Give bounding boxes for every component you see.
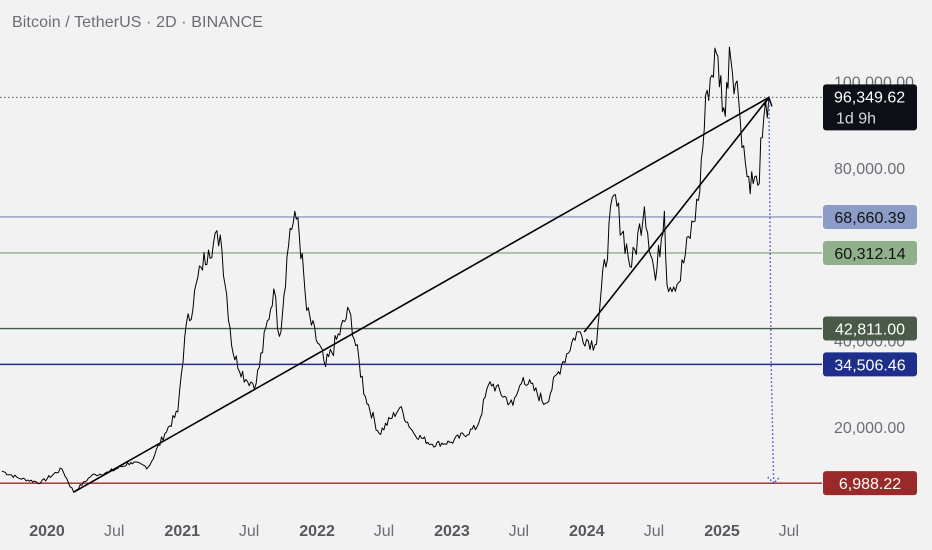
level-price-tag: 60,312.14 bbox=[823, 240, 917, 265]
x-tick-label: Jul bbox=[779, 523, 799, 540]
trendlines bbox=[73, 96, 770, 493]
level-tag-label: 34,506.46 bbox=[834, 357, 905, 374]
horizontal-levels bbox=[0, 216, 822, 484]
x-tick-label: 2024 bbox=[569, 523, 605, 540]
level-tag-bg bbox=[823, 471, 917, 496]
x-tick-label: Jul bbox=[374, 523, 394, 540]
time-axis: 2020 Jul 2021 Jul 2022 Jul 2023 Jul 2024 Jul 2025 J… bbox=[29, 523, 799, 540]
x-tick-label: Jul bbox=[239, 523, 259, 540]
level-price-tag: 68,660.39 bbox=[823, 204, 917, 229]
x-tick-label: 2023 bbox=[434, 523, 470, 540]
x-tick-label: 2021 bbox=[164, 523, 200, 540]
level-price-tag: 42,811.00 bbox=[823, 316, 917, 341]
projection-arrow bbox=[763, 95, 781, 485]
x-tick-label: 2025 bbox=[704, 523, 740, 540]
current-price-tag: 96,349.62 1d 9h bbox=[823, 84, 917, 131]
x-tick-label: 2022 bbox=[299, 523, 335, 540]
x-tick-label: Jul bbox=[104, 523, 124, 540]
level-tag-label: 68,660.39 bbox=[834, 210, 905, 227]
level-tag-bg bbox=[823, 316, 917, 341]
level-tag-bg bbox=[823, 240, 917, 265]
x-tick-label: 2020 bbox=[29, 523, 65, 540]
current-price-tag-bg bbox=[823, 84, 917, 131]
x-tick-label: Jul bbox=[644, 523, 664, 540]
projection-path[interactable] bbox=[768, 97, 775, 484]
trendline[interactable] bbox=[583, 96, 770, 333]
level-tag-bg bbox=[823, 352, 917, 377]
projection-arrowhead bbox=[767, 476, 781, 485]
trend-arrowhead bbox=[763, 95, 773, 107]
level-price-tag: 34,506.46 bbox=[823, 352, 917, 377]
level-tag-label: 42,811.00 bbox=[835, 322, 905, 339]
y-tick-label: 80,000.00 bbox=[834, 161, 905, 178]
chart-title: Bitcoin / TetherUS · 2D · BINANCE bbox=[12, 14, 264, 31]
y-tick-label: 20,000.00 bbox=[834, 420, 905, 437]
level-tag-label: 6,988.22 bbox=[839, 476, 901, 493]
level-price-tag: 6,988.22 bbox=[823, 471, 917, 496]
level-tag-bg bbox=[823, 204, 917, 229]
price-series bbox=[0, 46, 822, 493]
price-tags: 68,660.39 60,312.14 42,811.00 34,506.46 6,98… bbox=[823, 84, 917, 496]
countdown-label: 1d 9h bbox=[836, 110, 876, 127]
trendline[interactable] bbox=[73, 96, 770, 493]
x-tick-label: Jul bbox=[509, 523, 529, 540]
current-price-label: 96,349.62 bbox=[834, 89, 905, 106]
level-tag-label: 60,312.14 bbox=[834, 246, 905, 263]
price-line bbox=[1, 46, 770, 493]
